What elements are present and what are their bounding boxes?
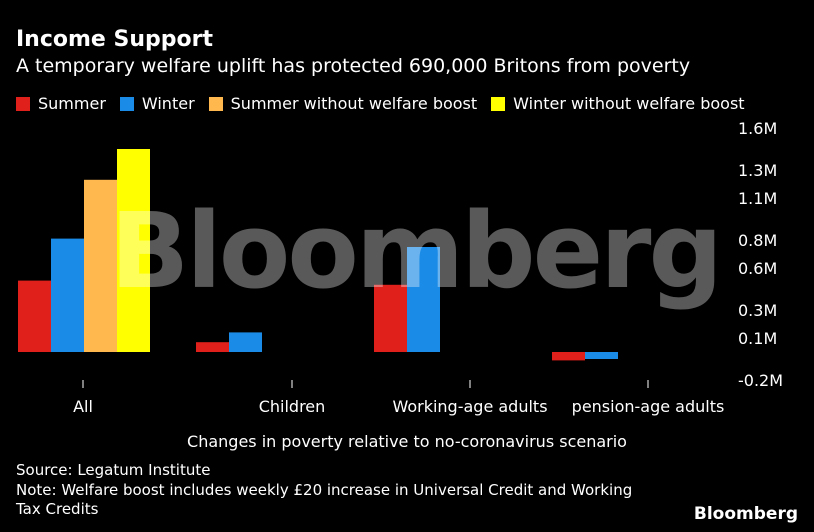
y-tick-label: 1.6M — [738, 119, 777, 138]
x-tick-label: Children — [259, 397, 326, 416]
legend-label-summer-without-boost: Summer without welfare boost — [230, 94, 478, 113]
x-tick-label: All — [73, 397, 93, 416]
bar — [552, 352, 585, 361]
note-text-line1: Note: Welfare boost includes weekly £20 … — [16, 481, 633, 499]
bar — [374, 284, 407, 352]
y-tick-label: 1.1M — [738, 189, 777, 208]
legend-swatch-summer — [16, 96, 30, 111]
legend-item-summer: Summer — [16, 94, 106, 113]
legend-label-winter-without-boost: Winter without welfare boost — [513, 94, 745, 113]
legend-swatch-summer-without-boost — [208, 96, 223, 111]
legend-swatch-winter — [119, 96, 134, 111]
y-tick-label: -0.2M — [738, 371, 783, 390]
y-tick-label: 0.8M — [738, 231, 777, 250]
legend: Summer Winter Summer without welfare boo… — [16, 94, 759, 113]
legend-label-summer: Summer — [38, 94, 106, 113]
bar — [18, 280, 51, 352]
legend-item-winter: Winter — [119, 94, 195, 113]
bar — [51, 238, 84, 352]
legend-item-summer-without-boost: Summer without welfare boost — [208, 94, 478, 113]
chart-title: Income Support — [16, 27, 213, 52]
bar — [117, 149, 150, 352]
bar — [84, 179, 117, 352]
bloomberg-logo: Bloomberg — [693, 504, 798, 524]
y-tick-label: 0.1M — [738, 329, 777, 348]
legend-label-winter: Winter — [141, 94, 195, 113]
source-text: Source: Legatum Institute — [16, 461, 211, 479]
y-tick-label: 0.3M — [738, 301, 777, 320]
note-text-line2: Tax Credits — [16, 500, 99, 518]
bar — [585, 352, 618, 359]
bar — [407, 247, 440, 352]
bar — [229, 332, 262, 352]
y-tick-label: 0.6M — [738, 259, 777, 278]
chart-subtitle: A temporary welfare uplift has protected… — [16, 55, 691, 77]
legend-item-winter-without-boost: Winter without welfare boost — [491, 94, 745, 113]
x-axis-title: Changes in poverty relative to no-corona… — [187, 432, 627, 451]
bar — [196, 342, 229, 352]
x-tick-label: Working-age adults — [392, 397, 547, 416]
legend-swatch-winter-without-boost — [491, 96, 506, 111]
y-tick-label: 1.3M — [738, 161, 777, 180]
x-tick-label: pension-age adults — [572, 397, 725, 416]
